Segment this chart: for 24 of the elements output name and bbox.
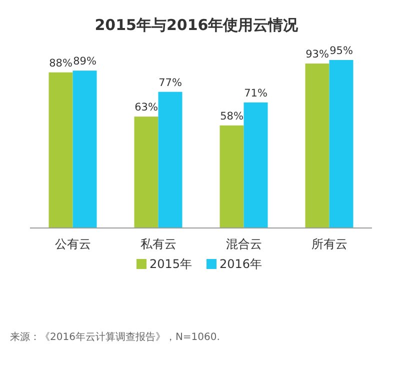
data-label: 95% [330, 45, 353, 57]
x-tick-label: 公有云 [54, 237, 91, 251]
source-note: 来源：《2016年云计算调查报告》，N=1060. [10, 331, 220, 343]
bar [72, 70, 97, 228]
bar [134, 116, 158, 228]
bar [48, 72, 73, 228]
data-label: 77% [158, 76, 182, 89]
data-label: 93% [306, 48, 329, 61]
legend-label: 2016年 [220, 257, 262, 271]
data-label: 71% [244, 87, 268, 100]
data-label: 63% [134, 102, 158, 114]
bar [220, 125, 244, 228]
chart-title: 2015年与2016年使用云情况 [94, 16, 300, 34]
data-label: 89% [73, 56, 96, 68]
data-label: 88% [49, 57, 72, 70]
x-tick-label: 混合云 [226, 237, 262, 251]
legend-label: 2015年 [150, 257, 192, 271]
bar [244, 102, 268, 228]
x-tick-label: 私有云 [140, 237, 176, 251]
bar [305, 64, 330, 228]
bar [158, 92, 182, 228]
data-label: 58% [220, 110, 244, 122]
x-tick-label: 所有云 [311, 237, 348, 251]
bar [329, 60, 354, 228]
